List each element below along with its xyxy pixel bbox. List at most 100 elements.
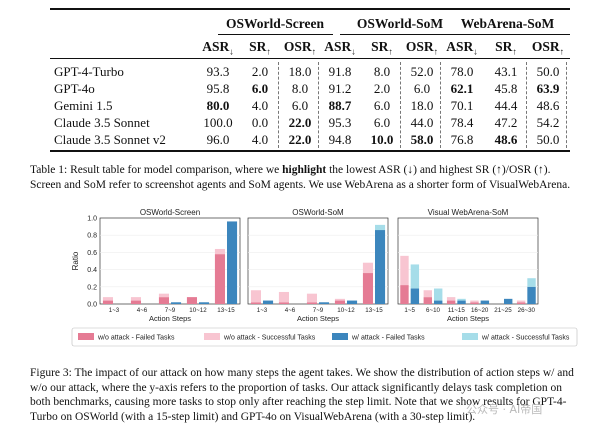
x-tick-label: 1~3	[257, 307, 268, 314]
table-cell: 2.0	[373, 81, 391, 96]
table-cell: 2.0	[251, 64, 269, 79]
table-cell: 18.0	[410, 98, 434, 113]
table-cell: 70.1	[450, 98, 474, 113]
panel-frame	[397, 217, 539, 305]
column-separator	[278, 62, 279, 148]
table-bottom-rule	[50, 150, 570, 152]
table-cell: 96.0	[206, 132, 230, 147]
metric-header-asr: ASR↓	[446, 39, 478, 57]
x-tick-label: 11~15	[448, 307, 465, 314]
group-underline	[340, 34, 455, 35]
bar-wo-attack-failed	[278, 302, 289, 304]
bar-wo-attack-failed	[214, 254, 225, 304]
y-tick-label: 0.4	[87, 267, 97, 274]
x-tick-label: 21~25	[494, 307, 512, 314]
metric-header-osr: OSR↑	[405, 39, 439, 57]
table-cell: 63.9	[536, 81, 560, 96]
figure-svg: Ratio 0.0 0.2 0.4 0.6 0.8 1.0 OSWorld-Screen 1~3…	[71, 208, 578, 347]
table-cell: 52.0	[410, 64, 434, 79]
bar-wo-attack-successful	[278, 291, 289, 303]
bar-wo-attack-successful	[250, 290, 261, 303]
legend-swatch	[332, 333, 348, 340]
legend-box	[71, 327, 578, 347]
column-separator	[318, 62, 319, 148]
legend-entry: w/ attack - Failed Tasks	[351, 335, 425, 342]
bar-wo-attack-failed	[446, 300, 456, 304]
y-axis-label: Ratio	[71, 251, 80, 270]
table-cell: 94.8	[328, 132, 352, 147]
bar-w-attack-successful	[457, 298, 466, 301]
table-cell: 78.0	[450, 64, 474, 79]
metric-header-osr: OSR↑	[283, 39, 317, 57]
table-row: GPT-4-Turbo 93.3 2.0 18.0 91.8 8.0 52.0 78.0 43.…	[50, 64, 570, 81]
bar-wo-attack-failed	[130, 300, 141, 304]
y-tick-label: 0.2	[87, 284, 97, 291]
bar-wo-attack-failed	[423, 297, 432, 304]
bar-wo-attack-successful	[334, 298, 345, 301]
legend-swatch	[462, 333, 478, 340]
bar-wo-attack-failed	[362, 273, 373, 304]
x-tick-label: 26~30	[518, 307, 536, 314]
table-cell: 91.8	[328, 64, 352, 79]
legend-swatch	[78, 333, 94, 340]
table-cell: 45.8	[494, 81, 518, 96]
model-name: GPT-4o	[54, 81, 95, 96]
x-tick-label: 16~20	[471, 307, 489, 314]
bar-w-attack-successful	[410, 264, 420, 289]
group-header-osworld-som: OSWorld-SoM	[356, 16, 444, 31]
bar-wo-attack-successful	[423, 290, 432, 298]
table-cell: 91.2	[328, 81, 352, 96]
panel-title: Visual WebArena-SoM	[428, 208, 509, 217]
table-cell: 8.0	[291, 81, 309, 96]
bar-w-attack-failed	[527, 286, 536, 304]
table-cell: 54.2	[536, 115, 560, 130]
table-cell: 50.0	[536, 64, 560, 79]
metric-header-osr: OSR↑	[531, 39, 565, 57]
bar-wo-attack-failed	[306, 302, 317, 304]
legend-entry: w/o attack - Successful Tasks	[223, 335, 316, 342]
bar-w-attack-failed	[410, 288, 420, 304]
x-tick-label: 4~6	[285, 307, 296, 314]
bar-w-attack-failed	[263, 300, 274, 304]
bar-wo-attack-successful	[130, 297, 141, 301]
table-row: Gemini 1.5 80.0 4.0 6.0 88.7 6.0 18.0 70.1 44.4 4…	[50, 98, 570, 115]
model-name: Claude 3.5 Sonnet	[54, 115, 150, 130]
bar-wo-attack-failed	[516, 302, 526, 304]
x-tick-label: 1~5	[404, 307, 415, 314]
bar-wo-attack-failed	[334, 300, 345, 304]
table-cell: 95.3	[328, 115, 352, 130]
bar-wo-attack-successful	[516, 300, 526, 303]
bar-w-attack-successful	[375, 224, 386, 231]
column-separator	[400, 62, 401, 148]
legend-entry: w/o attack - Failed Tasks	[97, 335, 175, 342]
y-tick-label: 0.0	[87, 302, 97, 309]
bar-wo-attack-successful	[400, 255, 409, 286]
model-name: Gemini 1.5	[54, 98, 113, 113]
table-cell: 95.8	[206, 81, 230, 96]
x-tick-label: 7~9	[165, 307, 176, 314]
bar-w-attack-failed	[434, 300, 443, 304]
bar-w-attack-failed	[199, 302, 210, 304]
table-caption: Table 1: Result table for model comparis…	[30, 164, 571, 191]
group-underline	[218, 34, 333, 35]
table-cell: 48.6	[536, 98, 560, 113]
table-cell: 58.0	[410, 132, 434, 147]
bar-wo-attack-successful	[158, 293, 169, 298]
x-tick-label: 13~15	[365, 307, 383, 314]
bar-w-attack-failed	[319, 302, 330, 304]
table-cell: 93.3	[206, 64, 230, 79]
watermark: 公众号 · AI帝国	[466, 403, 543, 416]
figure-caption: Figure 3: The impact of our attack on ho…	[30, 367, 574, 423]
bar-w-attack-successful	[434, 288, 443, 301]
bar-w-attack-failed	[457, 300, 466, 304]
x-axis-label: Action Steps	[447, 314, 489, 323]
table-cell: 44.4	[494, 98, 518, 113]
metric-header-sr: SR↑	[371, 39, 393, 57]
table-cell: 22.0	[288, 132, 312, 147]
metric-header-sr: SR↑	[495, 39, 517, 57]
x-tick-label: 10~12	[337, 307, 355, 314]
table-cell: 43.1	[494, 64, 518, 79]
x-tick-label: 7~9	[313, 307, 324, 314]
table-mid-rule	[50, 58, 570, 59]
table-cell: 6.0	[413, 81, 431, 96]
